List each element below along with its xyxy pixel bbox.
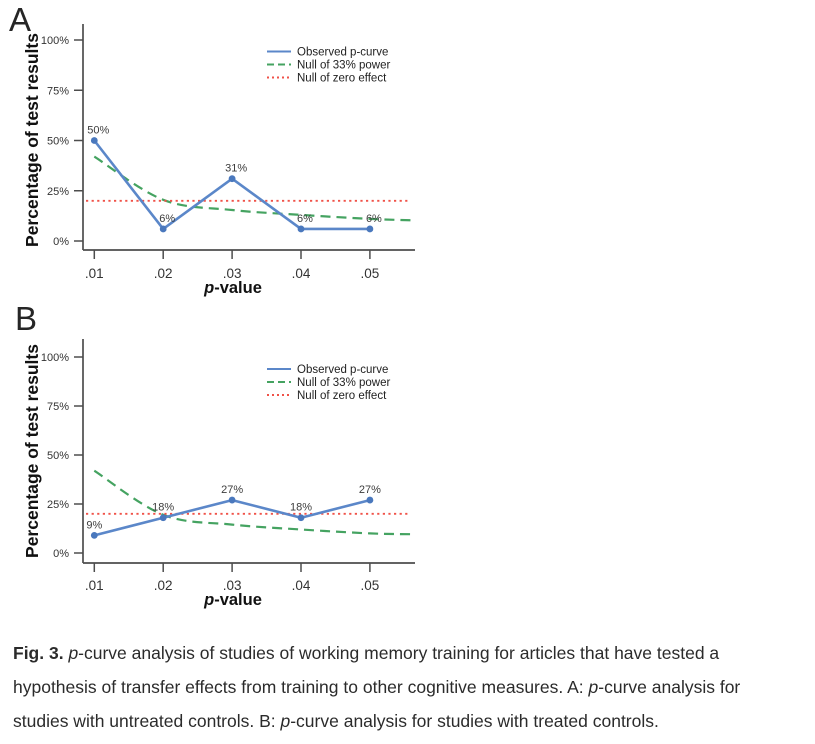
- data-point: [159, 514, 167, 522]
- data-point: [228, 175, 236, 183]
- y-tick-label: 50%: [47, 450, 69, 462]
- y-tick-label: 100%: [41, 352, 69, 364]
- data-point-label: 31%: [225, 163, 247, 175]
- x-tick-label: .01: [85, 578, 104, 593]
- x-tick-label: .04: [292, 266, 311, 281]
- y-tick-label: 75%: [47, 85, 69, 97]
- axes: 0% 25% 50% 75% 100% .01 .02 .03 .04 .05: [41, 339, 415, 593]
- data-point-markers: 9% 18% 27% 18% 27%: [86, 484, 381, 539]
- legend-label: Null of 33% power: [297, 377, 390, 389]
- legend-label: Null of zero effect: [297, 73, 387, 85]
- data-point-label: 50%: [87, 125, 109, 137]
- y-tick-label: 100%: [41, 35, 69, 47]
- figure-caption: Fig. 3. p-curve analysis of studies of w…: [13, 636, 805, 738]
- data-point: [366, 496, 374, 504]
- p-curve-charts: 0% 25% 50% 75% 100% .01 .02 .03 .04 .05 p-value Per…: [22, 24, 415, 609]
- y-tick-label: 25%: [47, 186, 69, 198]
- chart-panel-A: 0% 25% 50% 75% 100% .01 .02 .03 .04 .05 p-value Per…: [22, 24, 415, 297]
- data-point-markers: 50% 6% 31% 6% 6%: [87, 125, 382, 233]
- legend-label: Observed p-curve: [297, 364, 388, 376]
- caption-segment: -curve analysis of studies of working me…: [78, 643, 720, 663]
- data-point: [90, 531, 98, 539]
- caption-segment: -curve analysis for: [598, 677, 741, 697]
- x-tick-label: .03: [223, 266, 242, 281]
- caption-segment: Fig. 3.: [13, 643, 69, 663]
- data-point: [366, 225, 374, 233]
- y-tick-label: 25%: [47, 499, 69, 511]
- chart-panel-B: 0% 25% 50% 75% 100% .01 .02 .03 .04 .05 p-value Per…: [22, 339, 415, 609]
- data-point-label: 18%: [152, 502, 174, 514]
- y-tick-label: 75%: [47, 401, 69, 413]
- legend-label: Null of 33% power: [297, 60, 390, 72]
- caption-segment: p: [588, 677, 599, 697]
- data-point-label: 18%: [290, 502, 312, 514]
- legend-label: Null of zero effect: [297, 390, 387, 402]
- data-point: [228, 496, 236, 504]
- x-tick-label: .03: [223, 578, 242, 593]
- x-tick-label: .04: [292, 578, 311, 593]
- null-of-33-power-line: [93, 469, 412, 536]
- x-tick-label: .01: [85, 266, 104, 281]
- data-point-label: 6%: [159, 213, 175, 225]
- null-of-33-power-line: [93, 155, 412, 222]
- data-point: [159, 225, 167, 233]
- data-point-label: 27%: [359, 484, 381, 496]
- x-axis-title: p-value: [203, 279, 262, 297]
- data-point: [297, 225, 305, 233]
- x-tick-label: .02: [154, 578, 173, 593]
- y-axis-title: Percentage of test results: [22, 344, 42, 558]
- data-point-label: 9%: [86, 519, 102, 531]
- caption-segment: studies with untreated controls. B:: [13, 711, 281, 731]
- legend-label: Observed p-curve: [297, 47, 388, 59]
- panel-b-label: B: [15, 300, 38, 337]
- data-point-label: 27%: [221, 484, 243, 496]
- data-point: [90, 137, 98, 144]
- y-tick-label: 0%: [53, 236, 69, 248]
- x-tick-label: .02: [154, 266, 173, 281]
- y-axis-title: Percentage of test results: [22, 33, 42, 247]
- x-axis-title: p-value: [203, 591, 262, 609]
- data-point-label: 6%: [297, 213, 313, 225]
- y-tick-label: 0%: [53, 548, 69, 560]
- axes: 0% 25% 50% 75% 100% .01 .02 .03 .04 .05: [41, 24, 415, 281]
- caption-segment: -curve analysis for studies with treated…: [290, 711, 659, 731]
- caption-segment: hypothesis of transfer effects from trai…: [13, 677, 589, 697]
- caption-segment: p: [280, 711, 291, 731]
- y-tick-label: 50%: [47, 136, 69, 148]
- x-tick-label: .05: [361, 578, 380, 593]
- caption-segment: p: [68, 643, 79, 663]
- x-tick-label: .05: [361, 266, 380, 281]
- panel-a-label: A: [9, 1, 32, 38]
- data-point-label: 6%: [366, 213, 382, 225]
- data-point: [297, 514, 305, 522]
